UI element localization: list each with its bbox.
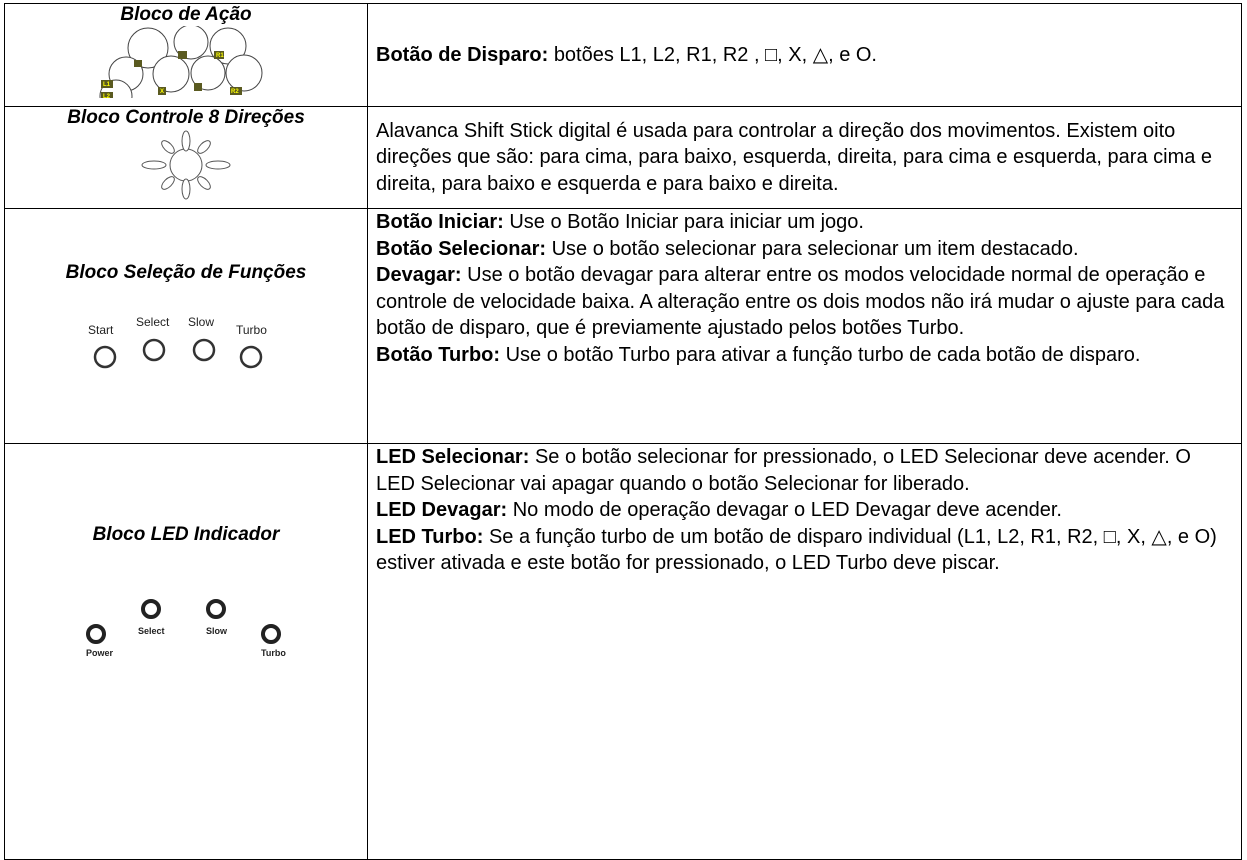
item: LED Turbo: Se a função turbo de um botão… (376, 524, 1233, 577)
row-title: Bloco LED Indicador (92, 524, 280, 545)
item-text: Use o botão devagar para alterar entre o… (376, 264, 1225, 339)
function-figure: Start Select Slow Turbo (88, 315, 267, 369)
item: LED Devagar: No modo de operação devagar… (376, 497, 1233, 524)
item-label: Botão de Disparo: (376, 43, 549, 66)
item-text: Use o botão Turbo para ativar a função t… (505, 343, 1141, 366)
spec-table: Bloco de Ação L1 R1 R2 X L2 Botão de Dis… (4, 3, 1242, 860)
item-text: Alavanca Shift Stick digital é usada par… (376, 119, 1213, 195)
item-label: LED Selecionar: (376, 446, 530, 468)
item: Alavanca Shift Stick digital é usada par… (376, 118, 1233, 198)
action-figure: L1 R1 R2 X L2 (99, 24, 263, 113)
item-text: Use o Botão Iniciar para iniciar um jogo… (509, 211, 864, 233)
figure-label: Slow (206, 626, 228, 636)
item-label: LED Turbo: (376, 525, 484, 548)
figure-label: L1 (103, 82, 111, 88)
figure-label: Turbo (261, 648, 286, 658)
item: Botão de Disparo: botões L1, L2, R1, R2 … (376, 42, 1233, 69)
item: Devagar: Use o botão devagar para altera… (376, 262, 1233, 342)
figure-label: Turbo (236, 323, 267, 337)
row-title: Bloco Seleção de Funções (65, 262, 307, 284)
item-label: LED Devagar: (376, 499, 508, 521)
figure-label: Select (136, 315, 170, 329)
figure-label: R1 (216, 53, 224, 59)
row-title: Bloco Controle 8 Direções (67, 106, 305, 128)
figure-label: Select (138, 626, 165, 636)
item-text: Se a função turbo de um botão de disparo… (376, 525, 1217, 575)
item-text: Se o botão selecionar for pressionado, o… (376, 446, 1191, 495)
item: Botão Selecionar: Use o botão selecionar… (376, 236, 1233, 263)
item: Botão Turbo: Use o botão Turbo para ativ… (376, 342, 1233, 369)
item-label: Botão Iniciar: (376, 211, 504, 233)
figure-label: X (160, 89, 164, 95)
item-label: Botão Turbo: (376, 343, 501, 366)
item: LED Selecionar: Se o botão selecionar fo… (376, 444, 1233, 497)
figure-label: Start (88, 323, 114, 337)
led-figure: Power Select Slow Turbo (86, 599, 286, 658)
figure-label: L2 (103, 94, 111, 98)
item-text: Use o botão selecionar para selecionar u… (551, 237, 1079, 260)
item-text: No modo de operação devagar o LED Devaga… (512, 499, 1062, 521)
figure-label: Slow (188, 315, 214, 329)
item: Botão Iniciar: Use o Botão Iniciar para … (376, 209, 1233, 236)
row-title: Bloco de Ação (120, 4, 252, 25)
item-label: Devagar: (376, 264, 462, 286)
figure-label: Power (86, 648, 114, 658)
direction-figure (141, 130, 231, 199)
item-text: botões L1, L2, R1, R2 , □, X, △, e O. (553, 43, 877, 66)
item-label: Botão Selecionar: (376, 237, 547, 260)
figure-label: R2 (231, 89, 239, 95)
